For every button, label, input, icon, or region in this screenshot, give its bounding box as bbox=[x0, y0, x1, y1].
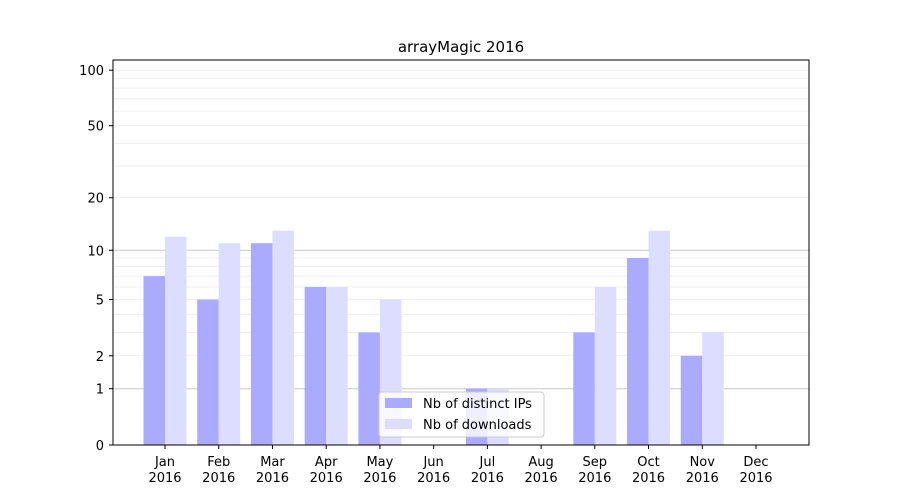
legend-label: Nb of downloads bbox=[423, 418, 532, 433]
y-tick-label: 2 bbox=[96, 350, 104, 365]
bar-distinct-ips bbox=[143, 276, 165, 445]
y-tick-label: 5 bbox=[96, 293, 104, 308]
y-tick-label: 100 bbox=[79, 64, 104, 79]
x-tick-label: Dec 2016 bbox=[739, 455, 772, 486]
x-tick-label: Mar 2016 bbox=[256, 455, 289, 486]
y-tick-label: 0 bbox=[96, 439, 104, 454]
y-tick-label: 10 bbox=[87, 244, 104, 259]
bar-downloads bbox=[218, 243, 241, 445]
bar-downloads bbox=[272, 230, 294, 445]
y-tick-label: 50 bbox=[87, 120, 104, 135]
chart-title: arrayMagic 2016 bbox=[398, 38, 524, 56]
bar-distinct-ips bbox=[573, 332, 595, 445]
bar-distinct-ips bbox=[197, 299, 219, 445]
y-tick-label: 1 bbox=[96, 383, 104, 398]
legend-label: Nb of distinct IPs bbox=[423, 397, 532, 412]
bar-downloads bbox=[165, 236, 187, 445]
x-tick-label: Feb 2016 bbox=[202, 455, 235, 486]
x-tick-label: Aug 2016 bbox=[525, 455, 558, 486]
bar-distinct-ips bbox=[358, 332, 380, 445]
bar-distinct-ips bbox=[627, 258, 649, 445]
legend: Nb of distinct IPs Nb of downloads bbox=[378, 391, 545, 438]
bar-downloads bbox=[702, 332, 724, 445]
bar-downloads bbox=[594, 286, 617, 445]
legend-swatch bbox=[385, 419, 412, 429]
x-tick-label: Sep 2016 bbox=[578, 455, 611, 486]
x-tick-label: Jul 2016 bbox=[471, 455, 504, 486]
x-tick-label: Apr 2016 bbox=[310, 455, 343, 486]
bar-distinct-ips bbox=[680, 355, 703, 445]
bar-downloads bbox=[326, 286, 348, 445]
bar-downloads bbox=[648, 230, 671, 445]
x-tick-label: Nov 2016 bbox=[686, 455, 719, 486]
x-tick-label: May 2016 bbox=[363, 455, 396, 486]
legend-swatch bbox=[385, 398, 412, 408]
x-tick-label: Jan 2016 bbox=[148, 455, 181, 486]
plot-frame bbox=[112, 59, 810, 446]
x-tick-label: Oct 2016 bbox=[632, 455, 665, 486]
y-tick-label: 20 bbox=[87, 192, 104, 207]
x-tick-label: Jun 2016 bbox=[417, 455, 450, 486]
legend-box bbox=[378, 391, 545, 438]
bar-distinct-ips bbox=[304, 286, 327, 445]
bar-distinct-ips bbox=[250, 243, 273, 445]
